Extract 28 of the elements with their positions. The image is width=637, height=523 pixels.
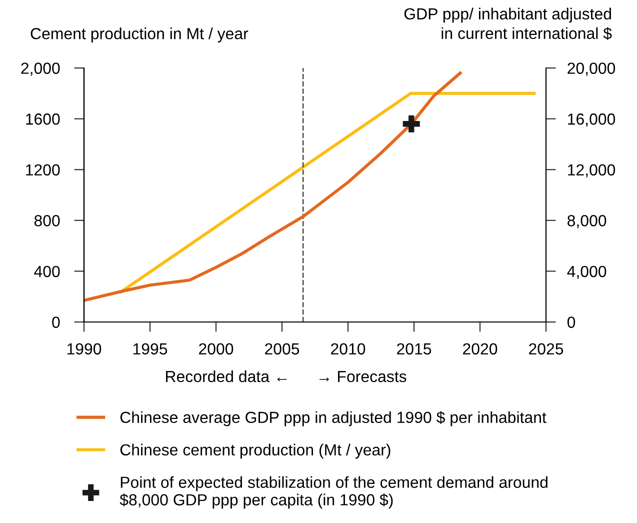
y-tick-label: 1200 <box>26 164 60 176</box>
x-tick-label: 1990 <box>67 343 102 355</box>
y-tick-label: 2,000 <box>21 62 60 76</box>
x-tick-label: 1995 <box>133 343 168 355</box>
legend-label: Chinese cement production (Mt / year) <box>120 444 390 459</box>
y-tick-label: 400 <box>34 266 60 278</box>
x-tick-label: 2020 <box>463 343 498 355</box>
y2-tick-label: 12,000 <box>568 164 616 178</box>
y-tick-label: 0 <box>52 316 60 328</box>
y2-tick-label: 20,000 <box>568 62 616 76</box>
y-tick-label: 1600 <box>26 113 60 125</box>
y2-tick-label: 16,000 <box>568 113 616 127</box>
y2-axis-title: GDP ppp/ inhabitant adjusted in current international $ <box>404 8 612 40</box>
y-axis-title: Cement production in Mt / year <box>30 28 248 42</box>
y2-tick-label: 0 <box>567 316 576 328</box>
text: → Forecasts <box>320 371 406 382</box>
line-series <box>84 72 462 302</box>
x-tick-label: 2000 <box>199 343 234 355</box>
legend-label: Point of expected stabilization of the cement demand around $8,000 GDP ppp per capita (in 1990 $) <box>120 476 548 509</box>
legend-label: Chinese average GDP ppp in adjusted 1990 $ per inhabitant <box>120 411 546 426</box>
x-tick-label: 2015 <box>397 343 432 355</box>
x-tick-label: 2005 <box>265 343 300 355</box>
x-tick-label: 2025 <box>529 343 564 355</box>
y-tick-label: 800 <box>34 215 60 226</box>
text: Recorded data ← <box>166 370 287 382</box>
x-tick-label: 2010 <box>331 343 366 355</box>
y2-tick-label: 8,000 <box>568 215 606 228</box>
y2-tick-label: 4,000 <box>567 266 606 280</box>
